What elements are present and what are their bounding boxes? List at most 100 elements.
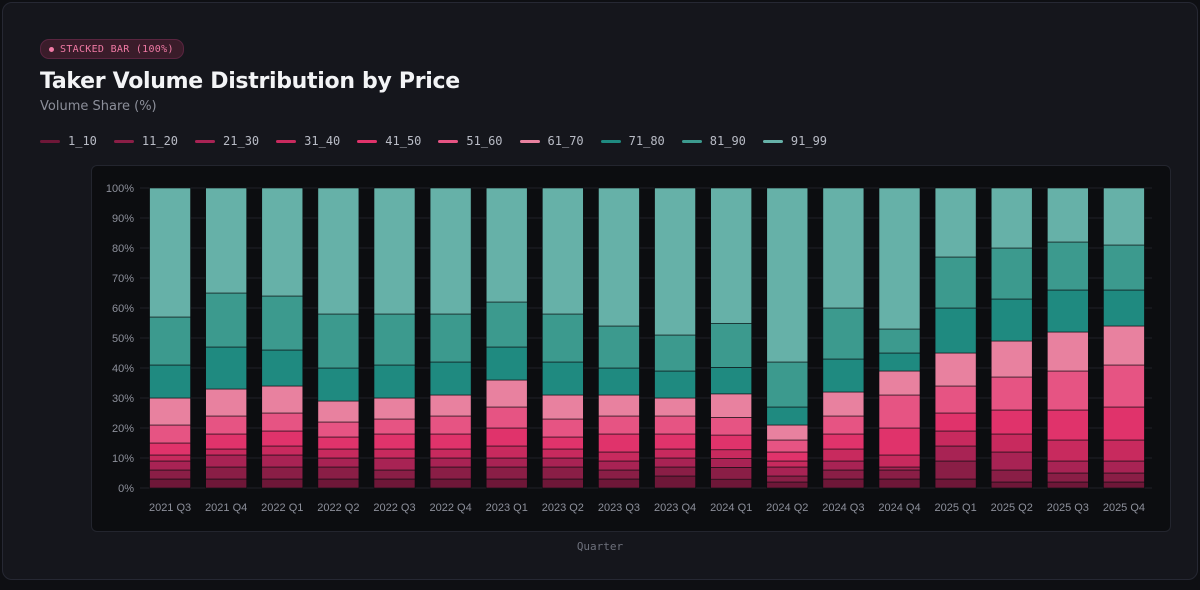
bar-segment-71-80[interactable]	[1047, 289, 1089, 333]
bar-segment-51-60[interactable]	[654, 415, 696, 435]
bar-segment-31-40[interactable]	[654, 448, 696, 459]
bar-segment-71-80[interactable]	[149, 364, 191, 399]
bar-segment-61-70[interactable]	[654, 397, 696, 417]
bar-segment-21-30[interactable]	[766, 466, 809, 477]
bar-segment-71-80[interactable]	[934, 307, 977, 354]
bar-segment-81-90[interactable]	[766, 361, 809, 408]
bar-segment-61-70[interactable]	[766, 424, 809, 441]
bar-segment-51-60[interactable]	[1047, 370, 1089, 411]
bar-segment-21-30[interactable]	[429, 457, 472, 468]
bar-segment-1-10[interactable]	[766, 481, 809, 489]
bar-segment-31-40[interactable]	[205, 448, 247, 456]
bar-segment-51-60[interactable]	[1103, 364, 1145, 408]
bar-segment-11-20[interactable]	[542, 466, 584, 480]
bar-segment-41-50[interactable]	[766, 451, 809, 462]
bar-segment-21-30[interactable]	[878, 466, 921, 471]
bar-segment-61-70[interactable]	[598, 394, 640, 417]
bar-segment-21-30[interactable]	[822, 460, 865, 471]
bar-segment-21-30[interactable]	[990, 451, 1033, 471]
bar-segment-71-80[interactable]	[429, 361, 472, 396]
bar-segment-31-40[interactable]	[766, 460, 809, 468]
bar-segment-71-80[interactable]	[485, 346, 528, 381]
legend-item-11-20[interactable]: 11_20	[113, 134, 178, 148]
bar-segment-51-60[interactable]	[205, 415, 247, 435]
bar-segment-31-40[interactable]	[485, 445, 528, 459]
bar-segment-41-50[interactable]	[1047, 409, 1089, 441]
bar-segment-21-30[interactable]	[149, 460, 191, 471]
bar-segment-11-20[interactable]	[598, 469, 640, 480]
bar-segment-1-10[interactable]	[1103, 481, 1145, 489]
bar-segment-81-90[interactable]	[542, 313, 584, 363]
bar-segment-61-70[interactable]	[429, 394, 472, 417]
bar-segment-51-60[interactable]	[149, 424, 191, 444]
bar-segment-31-40[interactable]	[429, 448, 472, 459]
bar-segment-91-99[interactable]	[261, 187, 304, 297]
bar-segment-91-99[interactable]	[990, 187, 1033, 249]
bar-segment-51-60[interactable]	[317, 421, 360, 438]
bar-segment-51-60[interactable]	[485, 406, 528, 429]
bar-segment-81-90[interactable]	[598, 325, 640, 369]
bar-segment-21-30[interactable]	[373, 457, 416, 471]
bar-segment-1-10[interactable]	[261, 478, 304, 489]
legend-item-21-30[interactable]: 21_30	[195, 134, 259, 148]
bar-segment-31-40[interactable]	[598, 451, 640, 462]
bar-segment-71-80[interactable]	[822, 358, 865, 393]
bar-segment-91-99[interactable]	[429, 187, 472, 315]
bar-segment-71-80[interactable]	[317, 367, 360, 402]
bar-segment-81-90[interactable]	[261, 295, 304, 351]
bar-segment-61-70[interactable]	[1047, 331, 1089, 372]
bar-segment-71-80[interactable]	[542, 361, 584, 396]
bar-segment-91-99[interactable]	[822, 187, 865, 309]
bar-segment-41-50[interactable]	[149, 442, 191, 456]
bar-segment-81-90[interactable]	[990, 247, 1033, 300]
bar-segment-41-50[interactable]	[542, 436, 584, 450]
bar-segment-51-60[interactable]	[990, 376, 1033, 411]
bar-segment-1-10[interactable]	[429, 478, 472, 489]
bar-segment-91-99[interactable]	[205, 187, 247, 294]
bar-segment-51-60[interactable]	[598, 415, 640, 435]
bar-segment-51-60[interactable]	[934, 385, 977, 414]
bar-segment-41-50[interactable]	[878, 427, 921, 456]
bar-segment-1-10[interactable]	[990, 481, 1033, 489]
bar-segment-51-60[interactable]	[429, 415, 472, 435]
bar-segment-1-10[interactable]	[710, 478, 752, 489]
bar-segment-21-30[interactable]	[542, 457, 584, 468]
bar-segment-51-60[interactable]	[261, 412, 304, 432]
bar-segment-91-99[interactable]	[1047, 187, 1089, 243]
bar-segment-61-70[interactable]	[149, 397, 191, 426]
bar-segment-81-90[interactable]	[485, 301, 528, 348]
bar-segment-71-80[interactable]	[878, 352, 921, 372]
legend-item-91-99[interactable]: 91_99	[762, 134, 827, 148]
bar-segment-91-99[interactable]	[710, 187, 752, 324]
bar-segment-71-80[interactable]	[1103, 289, 1145, 327]
bar-segment-91-99[interactable]	[1103, 187, 1145, 246]
bar-segment-41-50[interactable]	[485, 427, 528, 447]
legend-item-81-90[interactable]: 81_90	[681, 134, 746, 148]
bar-segment-11-20[interactable]	[1047, 472, 1089, 483]
bar-segment-51-60[interactable]	[542, 418, 584, 438]
bar-segment-91-99[interactable]	[766, 187, 809, 363]
bar-segment-41-50[interactable]	[1103, 406, 1145, 441]
bar-segment-41-50[interactable]	[429, 433, 472, 450]
bar-segment-31-40[interactable]	[373, 448, 416, 459]
bar-segment-21-30[interactable]	[317, 457, 360, 468]
bar-segment-21-30[interactable]	[654, 457, 696, 468]
bar-segment-1-10[interactable]	[485, 478, 528, 489]
bar-segment-41-50[interactable]	[654, 433, 696, 450]
bar-segment-31-40[interactable]	[934, 430, 977, 447]
bar-segment-81-90[interactable]	[149, 316, 191, 366]
legend-item-71-80[interactable]: 71_80	[600, 134, 665, 148]
bar-segment-11-20[interactable]	[654, 466, 696, 477]
bar-segment-91-99[interactable]	[373, 187, 416, 315]
bar-segment-31-40[interactable]	[710, 449, 752, 459]
bar-segment-11-20[interactable]	[822, 469, 865, 480]
bar-segment-1-10[interactable]	[317, 478, 360, 489]
bar-segment-81-90[interactable]	[822, 307, 865, 360]
bar-segment-31-40[interactable]	[1047, 439, 1089, 462]
bar-segment-21-30[interactable]	[598, 460, 640, 471]
bar-segment-81-90[interactable]	[205, 292, 247, 348]
bar-segment-1-10[interactable]	[654, 475, 696, 489]
bar-segment-51-60[interactable]	[822, 415, 865, 435]
bar-segment-91-99[interactable]	[542, 187, 584, 315]
legend-item-41-50[interactable]: 41_50	[357, 134, 421, 148]
